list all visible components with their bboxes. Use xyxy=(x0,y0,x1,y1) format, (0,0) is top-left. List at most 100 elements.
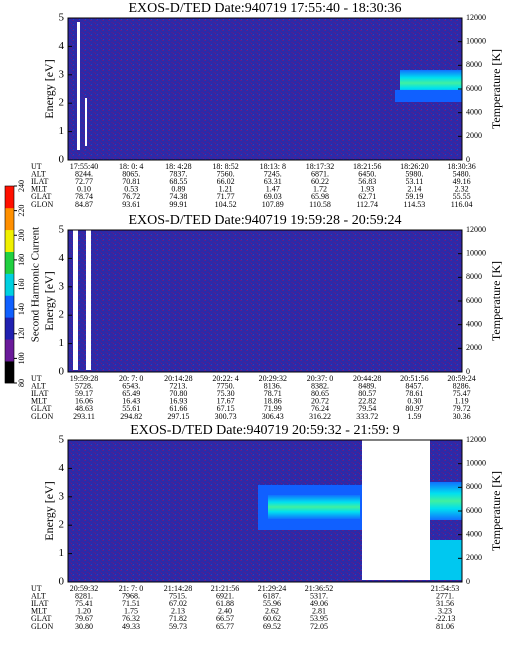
table-cell: 20: 7: 0 xyxy=(119,374,143,383)
table-row-label: ALT xyxy=(31,591,46,600)
table-cell: 2.13 xyxy=(171,607,185,616)
panel-title: EXOS-D/TED Date:940719 17:55:40 - 18:30:… xyxy=(129,1,402,16)
table-cell: 20:59:32 xyxy=(70,584,98,593)
table-cell: 49.16 xyxy=(453,177,471,186)
table-row-label: UT xyxy=(31,584,42,593)
y2-tick-label: 0 xyxy=(466,367,470,376)
table-cell: 55.55 xyxy=(453,192,471,201)
y-tick-label: 4 xyxy=(59,252,65,264)
table-cell: 21:14:28 xyxy=(164,584,192,593)
colorbar-segment xyxy=(5,295,14,318)
table-cell: 21:54:53 xyxy=(431,584,459,593)
table-cell: 2.81 xyxy=(312,607,326,616)
table-cell: 21:36:52 xyxy=(305,584,333,593)
y2-axis-label: Temperature [K] xyxy=(489,49,503,129)
table-cell: 72.05 xyxy=(310,622,328,631)
table-cell: 70.81 xyxy=(122,177,140,186)
table-cell: 61.66 xyxy=(169,404,187,413)
table-cell: 18:26:20 xyxy=(400,162,428,171)
table-row-label: MLT xyxy=(31,607,47,616)
table-cell: 7750. xyxy=(217,381,235,390)
table-cell: 18: 8:52 xyxy=(212,162,238,171)
table-cell: 18:21:56 xyxy=(353,162,381,171)
table-cell: 20:59:24 xyxy=(447,374,475,383)
table-cell: 8065. xyxy=(122,169,140,178)
table-cell: 1.72 xyxy=(313,185,327,194)
table-cell: 30.80 xyxy=(75,622,93,631)
panel-title: EXOS-D/TED Date:940719 19:59:28 - 20:59:… xyxy=(129,213,402,228)
table-row-label: GLON xyxy=(31,412,53,421)
colorbar-segment xyxy=(5,207,14,231)
table-cell: 112.74 xyxy=(356,200,378,209)
table-cell: 20:14:28 xyxy=(164,374,192,383)
table-cell: 74.38 xyxy=(169,192,187,201)
table-cell: 71.51 xyxy=(122,599,140,608)
y2-tick-label: 10000 xyxy=(466,248,486,257)
y2-tick-label: 4000 xyxy=(466,319,482,328)
colorbar-segment xyxy=(5,361,14,384)
y2-tick-label: 12000 xyxy=(466,225,486,234)
table-cell: 76.32 xyxy=(122,614,140,623)
table-cell: 84.87 xyxy=(75,200,93,209)
table-cell: 0.89 xyxy=(171,185,185,194)
table-row-label: GLON xyxy=(31,200,53,209)
table-cell: 1.47 xyxy=(266,185,280,194)
colorbar-segment xyxy=(5,229,14,252)
y2-tick-label: 4000 xyxy=(466,107,482,116)
y-tick-label: 2 xyxy=(59,309,65,321)
table-cell: 93.61 xyxy=(122,200,140,209)
spectrogram-feature xyxy=(73,230,78,370)
y2-tick-label: 8000 xyxy=(466,482,482,491)
table-cell: 16.06 xyxy=(75,397,93,406)
table-row-label: MLT xyxy=(31,397,47,406)
spectrogram-feature xyxy=(430,540,462,580)
colorbar-segment xyxy=(5,317,14,340)
table-cell: 62.71 xyxy=(358,192,376,201)
table-row-label: ALT xyxy=(31,169,46,178)
y-axis-label: Energy [eV] xyxy=(42,59,56,118)
table-cell: 59.17 xyxy=(75,389,93,398)
table-cell: 69.03 xyxy=(264,192,282,201)
table-cell: 16.43 xyxy=(122,397,140,406)
table-cell: 1.19 xyxy=(455,397,469,406)
y2-tick-label: 0 xyxy=(466,155,470,164)
table-row-label: UT xyxy=(31,162,42,171)
table-cell: 1.75 xyxy=(124,607,138,616)
table-cell: 300.73 xyxy=(215,412,237,421)
table-cell: 81.06 xyxy=(436,622,454,631)
spectrogram-feature xyxy=(268,495,360,519)
table-cell: 17:55:40 xyxy=(70,162,98,171)
spectrogram xyxy=(68,230,462,372)
table-cell: 306.43 xyxy=(262,412,284,421)
y2-tick-label: 10000 xyxy=(466,36,486,45)
table-cell: 18: 4:28 xyxy=(165,162,191,171)
table-cell: 76.72 xyxy=(122,192,140,201)
y-tick-label: 2 xyxy=(59,519,65,531)
table-cell: 71.82 xyxy=(169,614,187,623)
table-cell: 59.19 xyxy=(405,192,423,201)
table-cell: 53.11 xyxy=(406,177,424,186)
table-cell: 110.58 xyxy=(309,200,331,209)
y2-tick-label: 8000 xyxy=(466,60,482,69)
table-cell: 18.86 xyxy=(264,397,282,406)
table-cell: 7213. xyxy=(169,381,187,390)
table-cell: 5980. xyxy=(405,169,423,178)
table-cell: 20:22: 4 xyxy=(212,374,238,383)
table-cell: 7515. xyxy=(169,591,187,600)
table-cell: 68.55 xyxy=(169,177,187,186)
y-tick-label: 4 xyxy=(59,462,65,474)
table-cell: 2.62 xyxy=(265,607,279,616)
table-cell: 99.91 xyxy=(169,200,187,209)
table-cell: 67.15 xyxy=(217,404,235,413)
table-cell: 20:29:32 xyxy=(259,374,287,383)
spectrogram-feature xyxy=(395,90,462,102)
table-cell: 30.36 xyxy=(453,412,471,421)
y-axis-label: Energy [eV] xyxy=(42,481,56,540)
table-cell: 72.77 xyxy=(75,177,93,186)
table-cell: 49.06 xyxy=(310,599,328,608)
y-tick-label: 3 xyxy=(59,490,65,502)
table-cell: 20.72 xyxy=(311,397,329,406)
table-cell: 17.67 xyxy=(217,397,235,406)
table-cell: 6450. xyxy=(358,169,376,178)
table-cell: 5728. xyxy=(75,381,93,390)
